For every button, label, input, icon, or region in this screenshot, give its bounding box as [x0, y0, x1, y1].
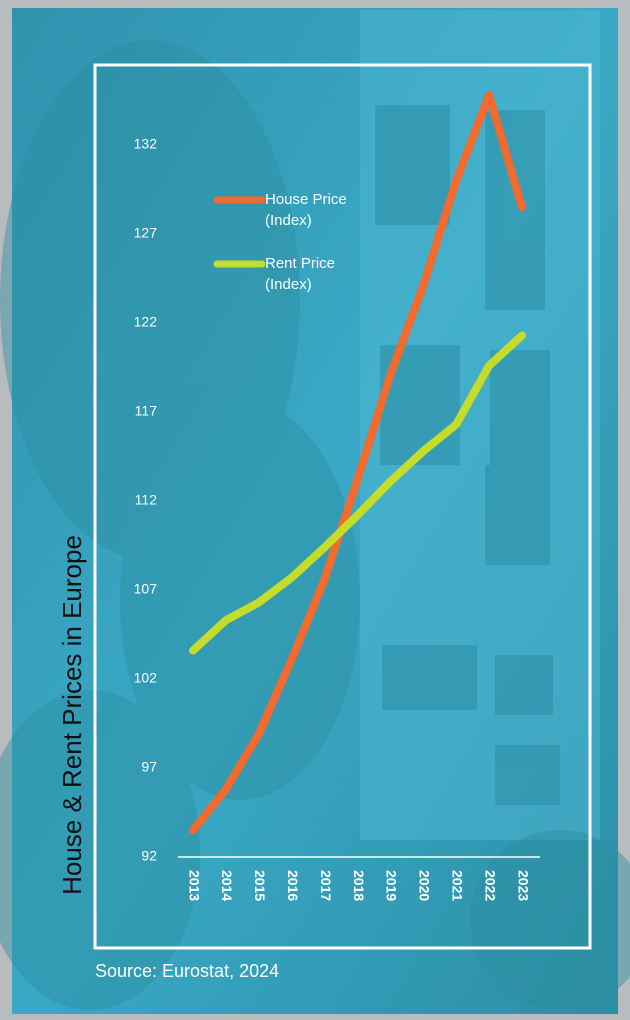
x-tick-label: 2017 [318, 870, 334, 901]
source-note: Source: Eurostat, 2024 [95, 961, 279, 981]
x-tick-label: 2023 [515, 870, 531, 901]
legend-label: Rent Price (Index) [265, 255, 336, 293]
x-tick-label: 2015 [252, 870, 268, 901]
y-tick-label: 112 [135, 492, 158, 508]
data-line [189, 91, 526, 835]
y-tick-label: 107 [134, 581, 158, 597]
frame [93, 63, 592, 950]
y-tick-label: 97 [141, 759, 157, 775]
x-tick-label: 2019 [384, 870, 400, 901]
data-line [189, 331, 526, 655]
x-tick-label: 2020 [417, 870, 433, 901]
y-tick-label: 122 [134, 314, 158, 330]
x-tick-label: 2022 [482, 870, 498, 901]
x-tick-label: 2016 [285, 870, 301, 901]
y-tick-label: 92 [141, 848, 157, 864]
y-tick-label: 127 [134, 225, 158, 241]
x-tick-label: 2014 [219, 870, 235, 901]
window-decor [375, 105, 560, 805]
y-tick-label: 132 [134, 136, 158, 152]
y-tick-label: 102 [134, 670, 158, 686]
x-tick-label: 2021 [449, 870, 465, 901]
chart-title: House & Rent Prices in Europe [57, 535, 87, 895]
x-tick-label: 2013 [186, 870, 202, 901]
x-tick-label: 2018 [351, 870, 367, 901]
legend-label: House Price (Index) [265, 191, 347, 229]
y-tick-label: 117 [135, 403, 158, 419]
